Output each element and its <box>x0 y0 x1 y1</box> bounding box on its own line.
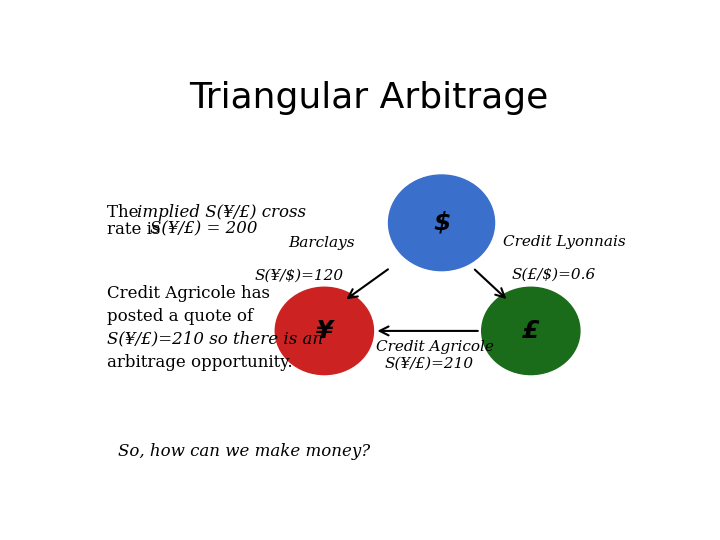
Ellipse shape <box>389 175 495 271</box>
Text: £: £ <box>522 319 539 343</box>
Text: S(£/$)=0.6: S(£/$)=0.6 <box>511 268 595 282</box>
Text: S(¥/£)=210: S(¥/£)=210 <box>384 357 474 370</box>
Text: The: The <box>107 204 143 221</box>
Text: So, how can we make money?: So, how can we make money? <box>118 443 370 460</box>
Text: implied S(¥/£) cross: implied S(¥/£) cross <box>138 204 307 221</box>
Text: Credit Agricole has: Credit Agricole has <box>107 285 270 302</box>
Text: Triangular Arbitrage: Triangular Arbitrage <box>189 81 549 115</box>
Text: S(¥/£) = 200: S(¥/£) = 200 <box>150 220 258 238</box>
Text: $: $ <box>433 211 450 235</box>
Text: S(¥/£)=210 so there is an: S(¥/£)=210 so there is an <box>107 330 323 348</box>
Text: arbitrage opportunity.: arbitrage opportunity. <box>107 354 292 370</box>
Ellipse shape <box>275 287 374 375</box>
Text: rate is: rate is <box>107 220 166 238</box>
Text: Barclays: Barclays <box>289 236 355 250</box>
Ellipse shape <box>482 287 580 375</box>
Text: Credit Lyonnais: Credit Lyonnais <box>503 234 626 248</box>
Text: posted a quote of: posted a quote of <box>107 308 253 325</box>
Text: ¥: ¥ <box>315 319 333 343</box>
Text: Credit Agricole: Credit Agricole <box>376 340 494 354</box>
Text: S(¥/$)=120: S(¥/$)=120 <box>255 268 344 282</box>
